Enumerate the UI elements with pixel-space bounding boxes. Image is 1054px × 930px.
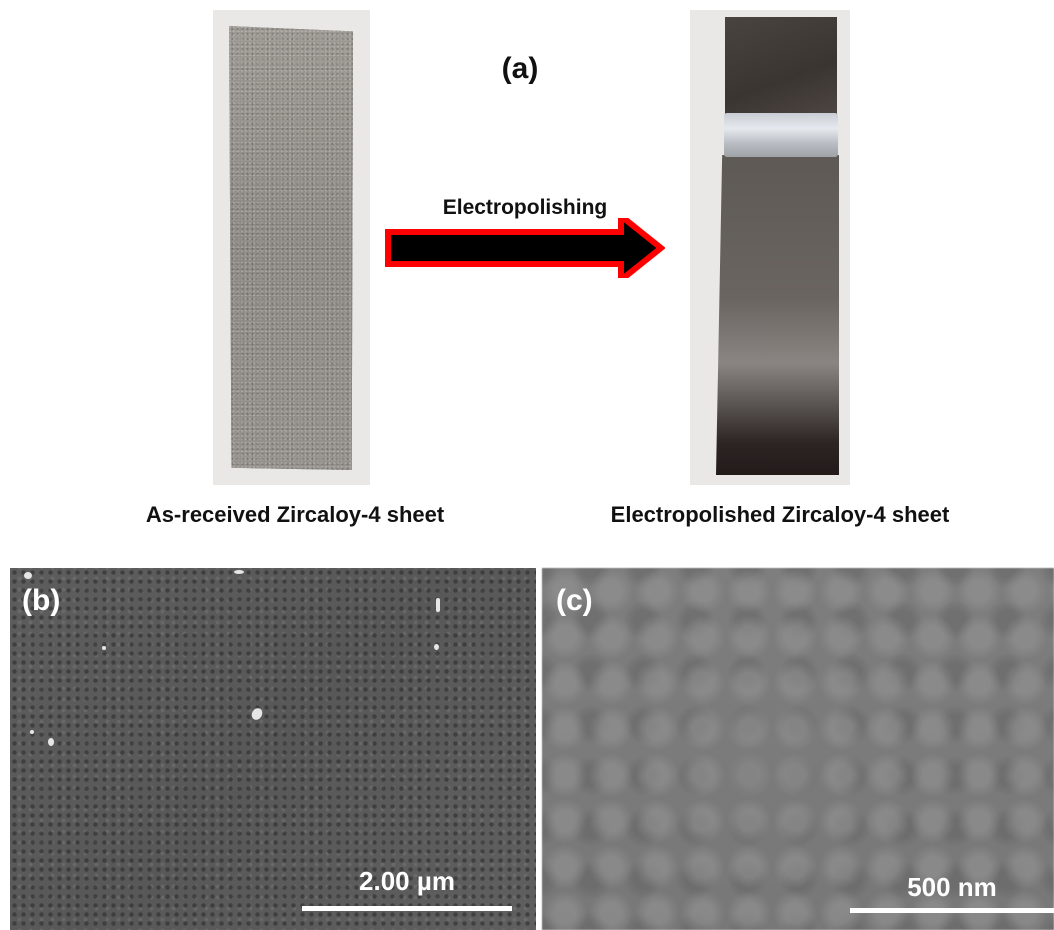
arrow-label: Electropolishing (442, 196, 608, 219)
electropolished-sheet-masking-band (724, 113, 838, 157)
panel-b-label: (b) (22, 584, 61, 617)
scale-bar-c-label: 500 nm (907, 872, 997, 902)
as-received-zircaloy-sheet (229, 26, 353, 470)
scale-bar-c (850, 908, 1054, 913)
electropolished-sheet-top-region (725, 17, 837, 117)
surface-particle (30, 730, 34, 734)
scale-bar-b-label: 2.00 µm (359, 866, 455, 896)
scale-bar-b (302, 906, 512, 911)
surface-particle (249, 706, 265, 722)
sem-image-b (10, 568, 536, 930)
sem-image-c (542, 568, 1054, 930)
electropolished-sheet-polished-region (716, 155, 839, 475)
surface-particle (234, 570, 244, 574)
caption-as-received: As-received Zircaloy-4 sheet (145, 502, 445, 527)
surface-particle (434, 644, 439, 650)
panel-c-label: (c) (556, 584, 593, 617)
surface-particle (24, 572, 32, 579)
surface-particle (48, 738, 54, 746)
surface-particle (102, 646, 106, 650)
surface-particle (436, 598, 440, 612)
arrow-shape (385, 218, 665, 278)
electropolishing-arrow-icon (385, 218, 665, 278)
caption-electropolished: Electropolished Zircaloy-4 sheet (610, 502, 950, 527)
panel-a-label: (a) (501, 52, 539, 85)
